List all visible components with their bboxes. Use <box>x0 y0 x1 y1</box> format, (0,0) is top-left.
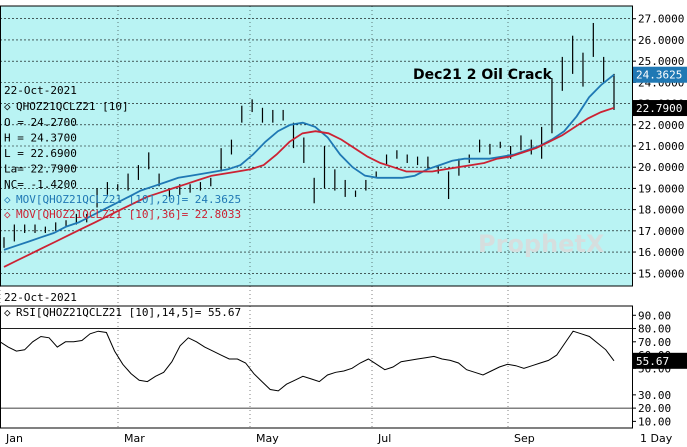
price-tick-label: 15.0000 <box>638 267 684 280</box>
ohlc-l: L = 22.6900 <box>4 147 77 160</box>
rsi-diamond-icon: ◇ <box>4 306 11 319</box>
diamond-icon: ◇ <box>4 100 11 113</box>
month-label: Jul <box>377 432 391 445</box>
ma20-label: MOV[QHOZ21QCLZ21 [10],20]= 24.3625 <box>16 193 241 206</box>
month-label: Sep <box>514 432 535 445</box>
chart-title: Dec21 2 Oil Crack <box>413 67 553 83</box>
ohlc-la: La= 22.7900 <box>4 163 77 176</box>
last-badge: 22.7900 <box>636 102 682 115</box>
month-label: Jan <box>5 432 23 445</box>
rsi-tick-label: 30.00 <box>638 389 671 402</box>
rsi-badge: 55.67 <box>636 355 669 368</box>
month-label: Mar <box>124 432 145 445</box>
date-label: 22-Oct-2021 <box>4 84 77 97</box>
ma36-line <box>3 106 615 268</box>
symbol-label: QHOZ21QCLZ21 [10] <box>16 100 129 113</box>
price-panel-border <box>0 5 633 287</box>
ohlc-o: O = 24.2700 <box>4 116 77 129</box>
rsi-tick-label: 70.00 <box>638 336 671 349</box>
rsi-panel-border <box>0 305 633 429</box>
period-label: 1 Day <box>640 432 673 445</box>
rsi-tick-label: 80.00 <box>638 323 671 336</box>
price-tick-label: 16.0000 <box>638 246 684 259</box>
price-tick-label: 17.0000 <box>638 225 684 238</box>
ma36-diamond-icon: ◇ <box>4 208 11 221</box>
ohlc-nc: NC= -1.4200 <box>4 178 77 191</box>
price-tick-label: 19.0000 <box>638 182 684 195</box>
rsi-date-label: 22-Oct-2021 <box>4 291 77 304</box>
rsi-panel-bg <box>0 306 632 428</box>
rsi-tick-label: 20.00 <box>638 402 671 415</box>
price-tick-label: 25.0000 <box>638 55 684 68</box>
price-tick-label: 27.0000 <box>638 13 684 26</box>
price-tick-label: 21.0000 <box>638 140 684 153</box>
rsi-badge-bg <box>633 352 687 369</box>
ma36-label: MOV[QHOZ21QCLZ21 [10],36]= 22.8033 <box>16 208 241 221</box>
panel-gap <box>0 286 632 306</box>
month-label: May <box>256 432 279 445</box>
rsi-tick-label: 90.00 <box>638 309 671 322</box>
rsi-tick-label: 10.00 <box>638 415 671 428</box>
rsi-label: RSI[QHOZ21QCLZ21 [10],14,5]= 55.67 <box>16 306 241 319</box>
price-tick-label: 20.0000 <box>638 161 684 174</box>
ma20-badge: 24.3625 <box>636 69 682 82</box>
last-badge-bg <box>633 100 687 117</box>
price-tick-label: 26.0000 <box>638 34 684 47</box>
watermark: ProphetX <box>478 230 605 258</box>
ma20-badge-bg <box>633 66 687 83</box>
price-tick-label: 22.0000 <box>638 119 684 132</box>
ohlc-h: H = 24.3700 <box>4 132 77 145</box>
rsi-line <box>0 330 615 392</box>
ma20-line <box>3 73 615 251</box>
ma20-diamond-icon: ◇ <box>4 193 11 206</box>
price-tick-label: 18.0000 <box>638 204 684 217</box>
